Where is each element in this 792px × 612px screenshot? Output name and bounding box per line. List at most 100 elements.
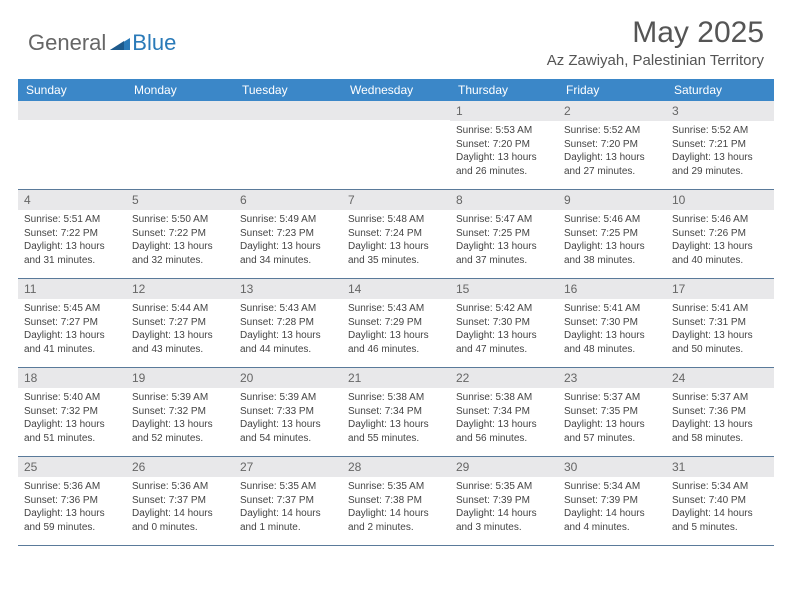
daylight-text: Daylight: 13 hours and 48 minutes. [564, 329, 660, 356]
day-info: Sunrise: 5:41 AMSunset: 7:30 PMDaylight:… [558, 299, 666, 360]
day-number: 26 [126, 457, 234, 477]
sunrise-text: Sunrise: 5:43 AM [348, 302, 444, 316]
logo-blue-text: Blue [132, 30, 176, 56]
sunset-text: Sunset: 7:27 PM [132, 316, 228, 330]
day-number: 1 [450, 101, 558, 121]
day-number: 4 [18, 190, 126, 210]
sunrise-text: Sunrise: 5:34 AM [672, 480, 768, 494]
day-header: Wednesday [342, 79, 450, 101]
month-year: May 2025 [547, 16, 764, 50]
day-cell: 23Sunrise: 5:37 AMSunset: 7:35 PMDayligh… [558, 368, 666, 456]
daylight-text: Daylight: 13 hours and 32 minutes. [132, 240, 228, 267]
sunrise-text: Sunrise: 5:47 AM [456, 213, 552, 227]
day-cell: 14Sunrise: 5:43 AMSunset: 7:29 PMDayligh… [342, 279, 450, 367]
sunrise-text: Sunrise: 5:35 AM [456, 480, 552, 494]
sunset-text: Sunset: 7:36 PM [672, 405, 768, 419]
day-number: 18 [18, 368, 126, 388]
sunset-text: Sunset: 7:30 PM [564, 316, 660, 330]
sunset-text: Sunset: 7:25 PM [456, 227, 552, 241]
sunset-text: Sunset: 7:27 PM [24, 316, 120, 330]
daylight-text: Daylight: 13 hours and 50 minutes. [672, 329, 768, 356]
sunset-text: Sunset: 7:39 PM [564, 494, 660, 508]
day-cell: 25Sunrise: 5:36 AMSunset: 7:36 PMDayligh… [18, 457, 126, 545]
weeks-container: 1 Sunrise: 5:53 AMSunset: 7:20 PM Daylight… [18, 101, 774, 546]
day-number: 7 [342, 190, 450, 210]
empty-day-number [342, 101, 450, 120]
day-info: Sunrise: 5:41 AMSunset: 7:31 PMDaylight:… [666, 299, 774, 360]
day-info: Sunrise: 5:50 AMSunset: 7:22 PMDaylight:… [126, 210, 234, 271]
sunset-text: Sunset: 7:39 PM [456, 494, 552, 508]
sunset-text: Sunset: 7:32 PM [24, 405, 120, 419]
day-header: Monday [126, 79, 234, 101]
sunrise-text: Sunrise: 5:52 AM [564, 124, 660, 138]
sunset-text: Sunset: 7:25 PM [564, 227, 660, 241]
day-header: Saturday [666, 79, 774, 101]
daylight-text: Daylight: 13 hours and 27 minutes. [564, 151, 660, 178]
calendar: SundayMondayTuesdayWednesdayThursdayFrid… [18, 79, 774, 546]
sunrise-text: Sunrise: 5:40 AM [24, 391, 120, 405]
sunset-text: Sunset: 7:35 PM [564, 405, 660, 419]
day-info: Sunrise: 5:37 AMSunset: 7:36 PMDaylight:… [666, 388, 774, 449]
daylight-text: Daylight: 13 hours and 56 minutes. [456, 418, 552, 445]
day-cell: 13Sunrise: 5:43 AMSunset: 7:28 PMDayligh… [234, 279, 342, 367]
day-info: Sunrise: 5:36 AMSunset: 7:36 PMDaylight:… [18, 477, 126, 538]
sunset-text: Sunset: 7:31 PM [672, 316, 768, 330]
sunset-text: Sunset: 7:23 PM [240, 227, 336, 241]
day-cell: 3Sunrise: 5:52 AMSunset: 7:21 PMDaylight… [666, 101, 774, 189]
sunrise-text: Sunrise: 5:35 AM [240, 480, 336, 494]
day-cell: 5Sunrise: 5:50 AMSunset: 7:22 PMDaylight… [126, 190, 234, 278]
sunrise-text: Sunrise: 5:37 AM [672, 391, 768, 405]
daylight-text: Daylight: 13 hours and 41 minutes. [24, 329, 120, 356]
sunrise-text: Sunrise: 5:50 AM [132, 213, 228, 227]
sunrise-text: Sunrise: 5:53 AM [456, 124, 552, 138]
day-cell: 8Sunrise: 5:47 AMSunset: 7:25 PMDaylight… [450, 190, 558, 278]
empty-day-number [126, 101, 234, 120]
day-cell: 15Sunrise: 5:42 AMSunset: 7:30 PMDayligh… [450, 279, 558, 367]
week-row: 25Sunrise: 5:36 AMSunset: 7:36 PMDayligh… [18, 457, 774, 546]
week-row: 18Sunrise: 5:40 AMSunset: 7:32 PMDayligh… [18, 368, 774, 457]
week-row: 1 Sunrise: 5:53 AMSunset: 7:20 PM Daylight… [18, 101, 774, 190]
day-cell: 9Sunrise: 5:46 AMSunset: 7:25 PMDaylight… [558, 190, 666, 278]
sunset-text: Sunset: 7:20 PM [456, 138, 552, 152]
empty-day-number [18, 101, 126, 120]
daylight-text: Daylight: 13 hours and 54 minutes. [240, 418, 336, 445]
title-block: May 2025 Az Zawiyah, Palestinian Territo… [547, 16, 764, 69]
day-number: 28 [342, 457, 450, 477]
sunrise-text: Sunrise: 5:48 AM [348, 213, 444, 227]
sunrise-text: Sunrise: 5:52 AM [672, 124, 768, 138]
day-number: 10 [666, 190, 774, 210]
sunset-text: Sunset: 7:38 PM [348, 494, 444, 508]
day-cell: 30Sunrise: 5:34 AMSunset: 7:39 PMDayligh… [558, 457, 666, 545]
day-cell: 1Sunrise: 5:53 AMSunset: 7:20 PMDaylight… [450, 101, 558, 189]
sunrise-text: Sunrise: 5:35 AM [348, 480, 444, 494]
day-info: Sunrise: 5:35 AMSunset: 7:39 PMDaylight:… [450, 477, 558, 538]
logo-triangle-icon [110, 36, 130, 55]
daylight-text: Daylight: 13 hours and 31 minutes. [24, 240, 120, 267]
day-number: 15 [450, 279, 558, 299]
daylight-text: Daylight: 14 hours and 4 minutes. [564, 507, 660, 534]
day-cell [126, 101, 234, 189]
day-info: Sunrise: 5:40 AMSunset: 7:32 PMDaylight:… [18, 388, 126, 449]
day-cell [234, 101, 342, 189]
day-info: Sunrise: 5:36 AMSunset: 7:37 PMDaylight:… [126, 477, 234, 538]
empty-day-number [234, 101, 342, 120]
day-number: 11 [18, 279, 126, 299]
header: General Blue May 2025 Az Zawiyah, Palest… [0, 0, 792, 73]
day-cell [18, 101, 126, 189]
day-cell: 18Sunrise: 5:40 AMSunset: 7:32 PMDayligh… [18, 368, 126, 456]
day-number: 19 [126, 368, 234, 388]
week-row: 11Sunrise: 5:45 AMSunset: 7:27 PMDayligh… [18, 279, 774, 368]
day-info: Sunrise: 5:46 AMSunset: 7:25 PMDaylight:… [558, 210, 666, 271]
day-cell: 24Sunrise: 5:37 AMSunset: 7:36 PMDayligh… [666, 368, 774, 456]
day-info: Sunrise: 5:39 AMSunset: 7:32 PMDaylight:… [126, 388, 234, 449]
sunrise-text: Sunrise: 5:51 AM [24, 213, 120, 227]
day-cell: 22Sunrise: 5:38 AMSunset: 7:34 PMDayligh… [450, 368, 558, 456]
day-info: Sunrise: 5:43 AMSunset: 7:28 PMDaylight:… [234, 299, 342, 360]
sunset-text: Sunset: 7:33 PM [240, 405, 336, 419]
sunset-text: Sunset: 7:32 PM [132, 405, 228, 419]
day-info: Sunrise: 5:38 AMSunset: 7:34 PMDaylight:… [342, 388, 450, 449]
day-header: Sunday [18, 79, 126, 101]
day-number: 24 [666, 368, 774, 388]
daylight-text: Daylight: 13 hours and 59 minutes. [24, 507, 120, 534]
day-cell: 20Sunrise: 5:39 AMSunset: 7:33 PMDayligh… [234, 368, 342, 456]
